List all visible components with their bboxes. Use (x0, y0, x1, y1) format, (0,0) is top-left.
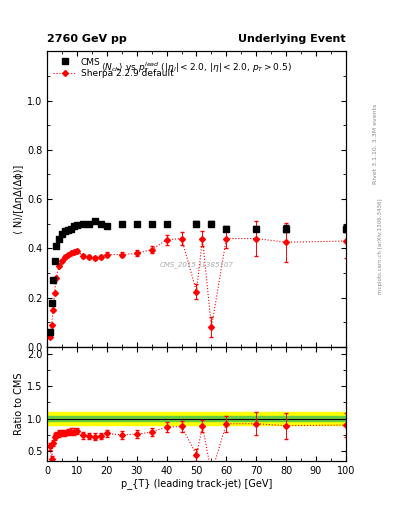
Text: mcplots.cern.ch [arXiv:1306.3436]: mcplots.cern.ch [arXiv:1306.3436] (378, 198, 383, 293)
Text: 2760 GeV pp: 2760 GeV pp (47, 33, 127, 44)
Text: Underlying Event: Underlying Event (238, 33, 346, 44)
Y-axis label: Ratio to CMS: Ratio to CMS (14, 373, 24, 435)
Text: CMS_2015_I1385107: CMS_2015_I1385107 (160, 261, 233, 268)
Legend: CMS, Sherpa 2.2.9 default: CMS, Sherpa 2.2.9 default (50, 54, 177, 82)
Text: Rivet 3.1.10, 3.3M events: Rivet 3.1.10, 3.3M events (373, 103, 378, 183)
Y-axis label: ⟨ N⟩/[ΔηΔ(Δϕ)]: ⟨ N⟩/[ΔηΔ(Δϕ)] (14, 164, 24, 234)
X-axis label: p_{T} (leading track-jet) [GeV]: p_{T} (leading track-jet) [GeV] (121, 478, 272, 489)
Text: $\langle N_{ch}\rangle$ vs $p_T^{lead}$ ($|\eta_l|<2.0$, $|\eta|<2.0$, $p_T>0.5$: $\langle N_{ch}\rangle$ vs $p_T^{lead}$ … (101, 60, 292, 75)
